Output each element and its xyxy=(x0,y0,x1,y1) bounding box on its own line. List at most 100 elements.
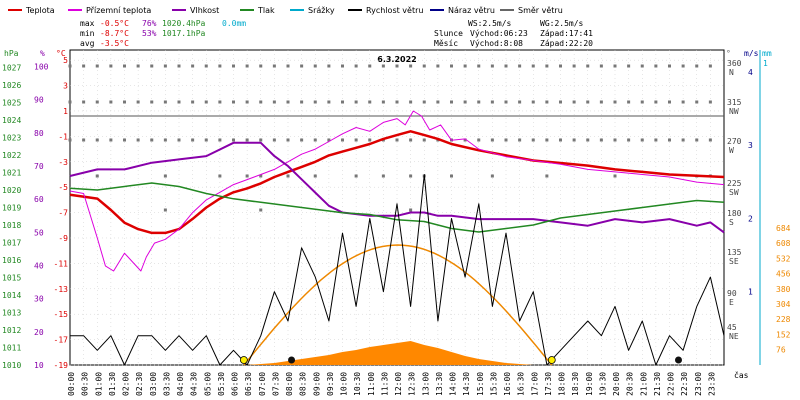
direction-dot xyxy=(218,174,222,178)
unit-deg: ° xyxy=(726,49,731,58)
unit-percent: % xyxy=(40,49,45,58)
direction-dot xyxy=(409,100,413,104)
direction-dot xyxy=(177,138,181,142)
stats-max-temp: -0.5°C xyxy=(100,19,129,28)
direction-dot xyxy=(204,64,208,68)
time-tick: 08:30 xyxy=(299,372,308,396)
direction-dot xyxy=(286,138,290,142)
direction-tick: 270 xyxy=(727,137,742,146)
direction-dot xyxy=(559,64,562,68)
direction-dot xyxy=(286,100,290,104)
percent-tick: 20 xyxy=(34,328,44,337)
direction-dot xyxy=(490,64,494,68)
time-tick: 05:30 xyxy=(217,372,226,396)
direction-tick: 45 xyxy=(727,323,737,332)
direction-dot xyxy=(259,174,263,178)
direction-dot xyxy=(204,138,208,142)
time-tick: 04:00 xyxy=(176,372,185,396)
time-tick: 07:30 xyxy=(271,372,280,396)
direction-dot xyxy=(654,138,658,142)
time-tick: 14:00 xyxy=(449,372,458,396)
direction-dot xyxy=(518,100,522,104)
direction-dot xyxy=(531,64,535,68)
stats-max-label: max xyxy=(80,19,95,28)
direction-dot xyxy=(409,208,413,212)
direction-dot xyxy=(463,64,467,68)
time-tick: 06:00 xyxy=(231,372,240,396)
percent-tick: 40 xyxy=(34,262,44,271)
time-tick: 05:00 xyxy=(203,372,212,396)
direction-dot xyxy=(504,138,508,142)
direction-dot xyxy=(109,100,113,104)
direction-dot xyxy=(123,100,126,104)
temp-tick: -9 xyxy=(58,234,68,243)
direction-tick: 360 xyxy=(727,59,742,68)
hpa-tick: 1015 xyxy=(2,274,21,283)
direction-dot xyxy=(640,138,644,142)
time-tick: 20:30 xyxy=(626,372,635,396)
radiation-tick: 152 xyxy=(776,330,791,339)
direction-dot xyxy=(245,64,249,68)
direction-tick: 180 xyxy=(727,209,742,218)
legend-label-teplota: Teplota xyxy=(25,6,55,15)
direction-dot xyxy=(177,64,181,68)
direction-dot xyxy=(354,64,358,68)
hpa-tick: 1025 xyxy=(2,99,21,108)
sun-marker xyxy=(547,356,556,364)
direction-dot xyxy=(109,138,113,142)
direction-dot xyxy=(695,138,699,142)
direction-dot xyxy=(95,64,99,68)
direction-dot xyxy=(177,100,181,104)
time-tick: 23:00 xyxy=(694,372,703,396)
direction-dot xyxy=(586,64,590,68)
direction-dot xyxy=(232,100,235,104)
direction-dot xyxy=(368,138,372,142)
direction-dot xyxy=(490,138,494,142)
time-tick: 01:00 xyxy=(94,372,103,396)
stats-min-hum: 53% xyxy=(142,29,157,38)
radiation-tick: 76 xyxy=(776,346,786,355)
time-tick: 20:00 xyxy=(612,372,621,396)
time-tick: 17:00 xyxy=(530,372,539,396)
direction-dot xyxy=(518,138,522,142)
time-tick: 08:00 xyxy=(285,372,294,396)
hpa-tick: 1026 xyxy=(2,81,21,90)
temp-tick: -3 xyxy=(58,158,68,167)
direction-dot xyxy=(259,208,263,212)
direction-dot xyxy=(109,64,113,68)
direction-dot xyxy=(191,138,195,142)
percent-tick: 60 xyxy=(34,195,44,204)
direction-dot xyxy=(545,138,549,142)
direction-dot xyxy=(136,100,140,104)
legend-label-smer: Směr větru xyxy=(518,6,563,15)
hpa-tick: 1024 xyxy=(2,116,21,125)
radiation-tick: 608 xyxy=(776,239,791,248)
hpa-tick: 1018 xyxy=(2,221,21,230)
series-tlak xyxy=(69,182,725,233)
radiation-tick: 684 xyxy=(776,224,791,233)
legend-label-tlak: Tlak xyxy=(257,6,275,15)
time-tick: 14:30 xyxy=(462,372,471,396)
solar-curve xyxy=(243,244,553,366)
hpa-tick: 1022 xyxy=(2,151,21,160)
direction-dot xyxy=(313,100,317,104)
temp-tick: -13 xyxy=(54,285,69,294)
direction-label: W xyxy=(729,146,734,155)
radiation-tick: 304 xyxy=(776,300,791,309)
direction-dot xyxy=(490,100,494,104)
direction-dot xyxy=(395,100,399,104)
radiation-area xyxy=(247,341,534,365)
hpa-tick: 1013 xyxy=(2,309,21,318)
stats-max-press: 1020.4hPa xyxy=(162,19,206,28)
direction-dot xyxy=(518,64,522,68)
hpa-tick: 1014 xyxy=(2,291,21,300)
legend-label-srazky: Srážky xyxy=(308,6,335,15)
direction-tick: 90 xyxy=(727,289,737,298)
direction-dot xyxy=(708,100,712,104)
direction-dot xyxy=(286,64,290,68)
direction-dot xyxy=(381,100,385,104)
direction-dot xyxy=(313,174,317,178)
percent-tick: 90 xyxy=(34,96,44,105)
percent-tick: 100 xyxy=(34,63,49,72)
stats-min-label: min xyxy=(80,29,95,38)
